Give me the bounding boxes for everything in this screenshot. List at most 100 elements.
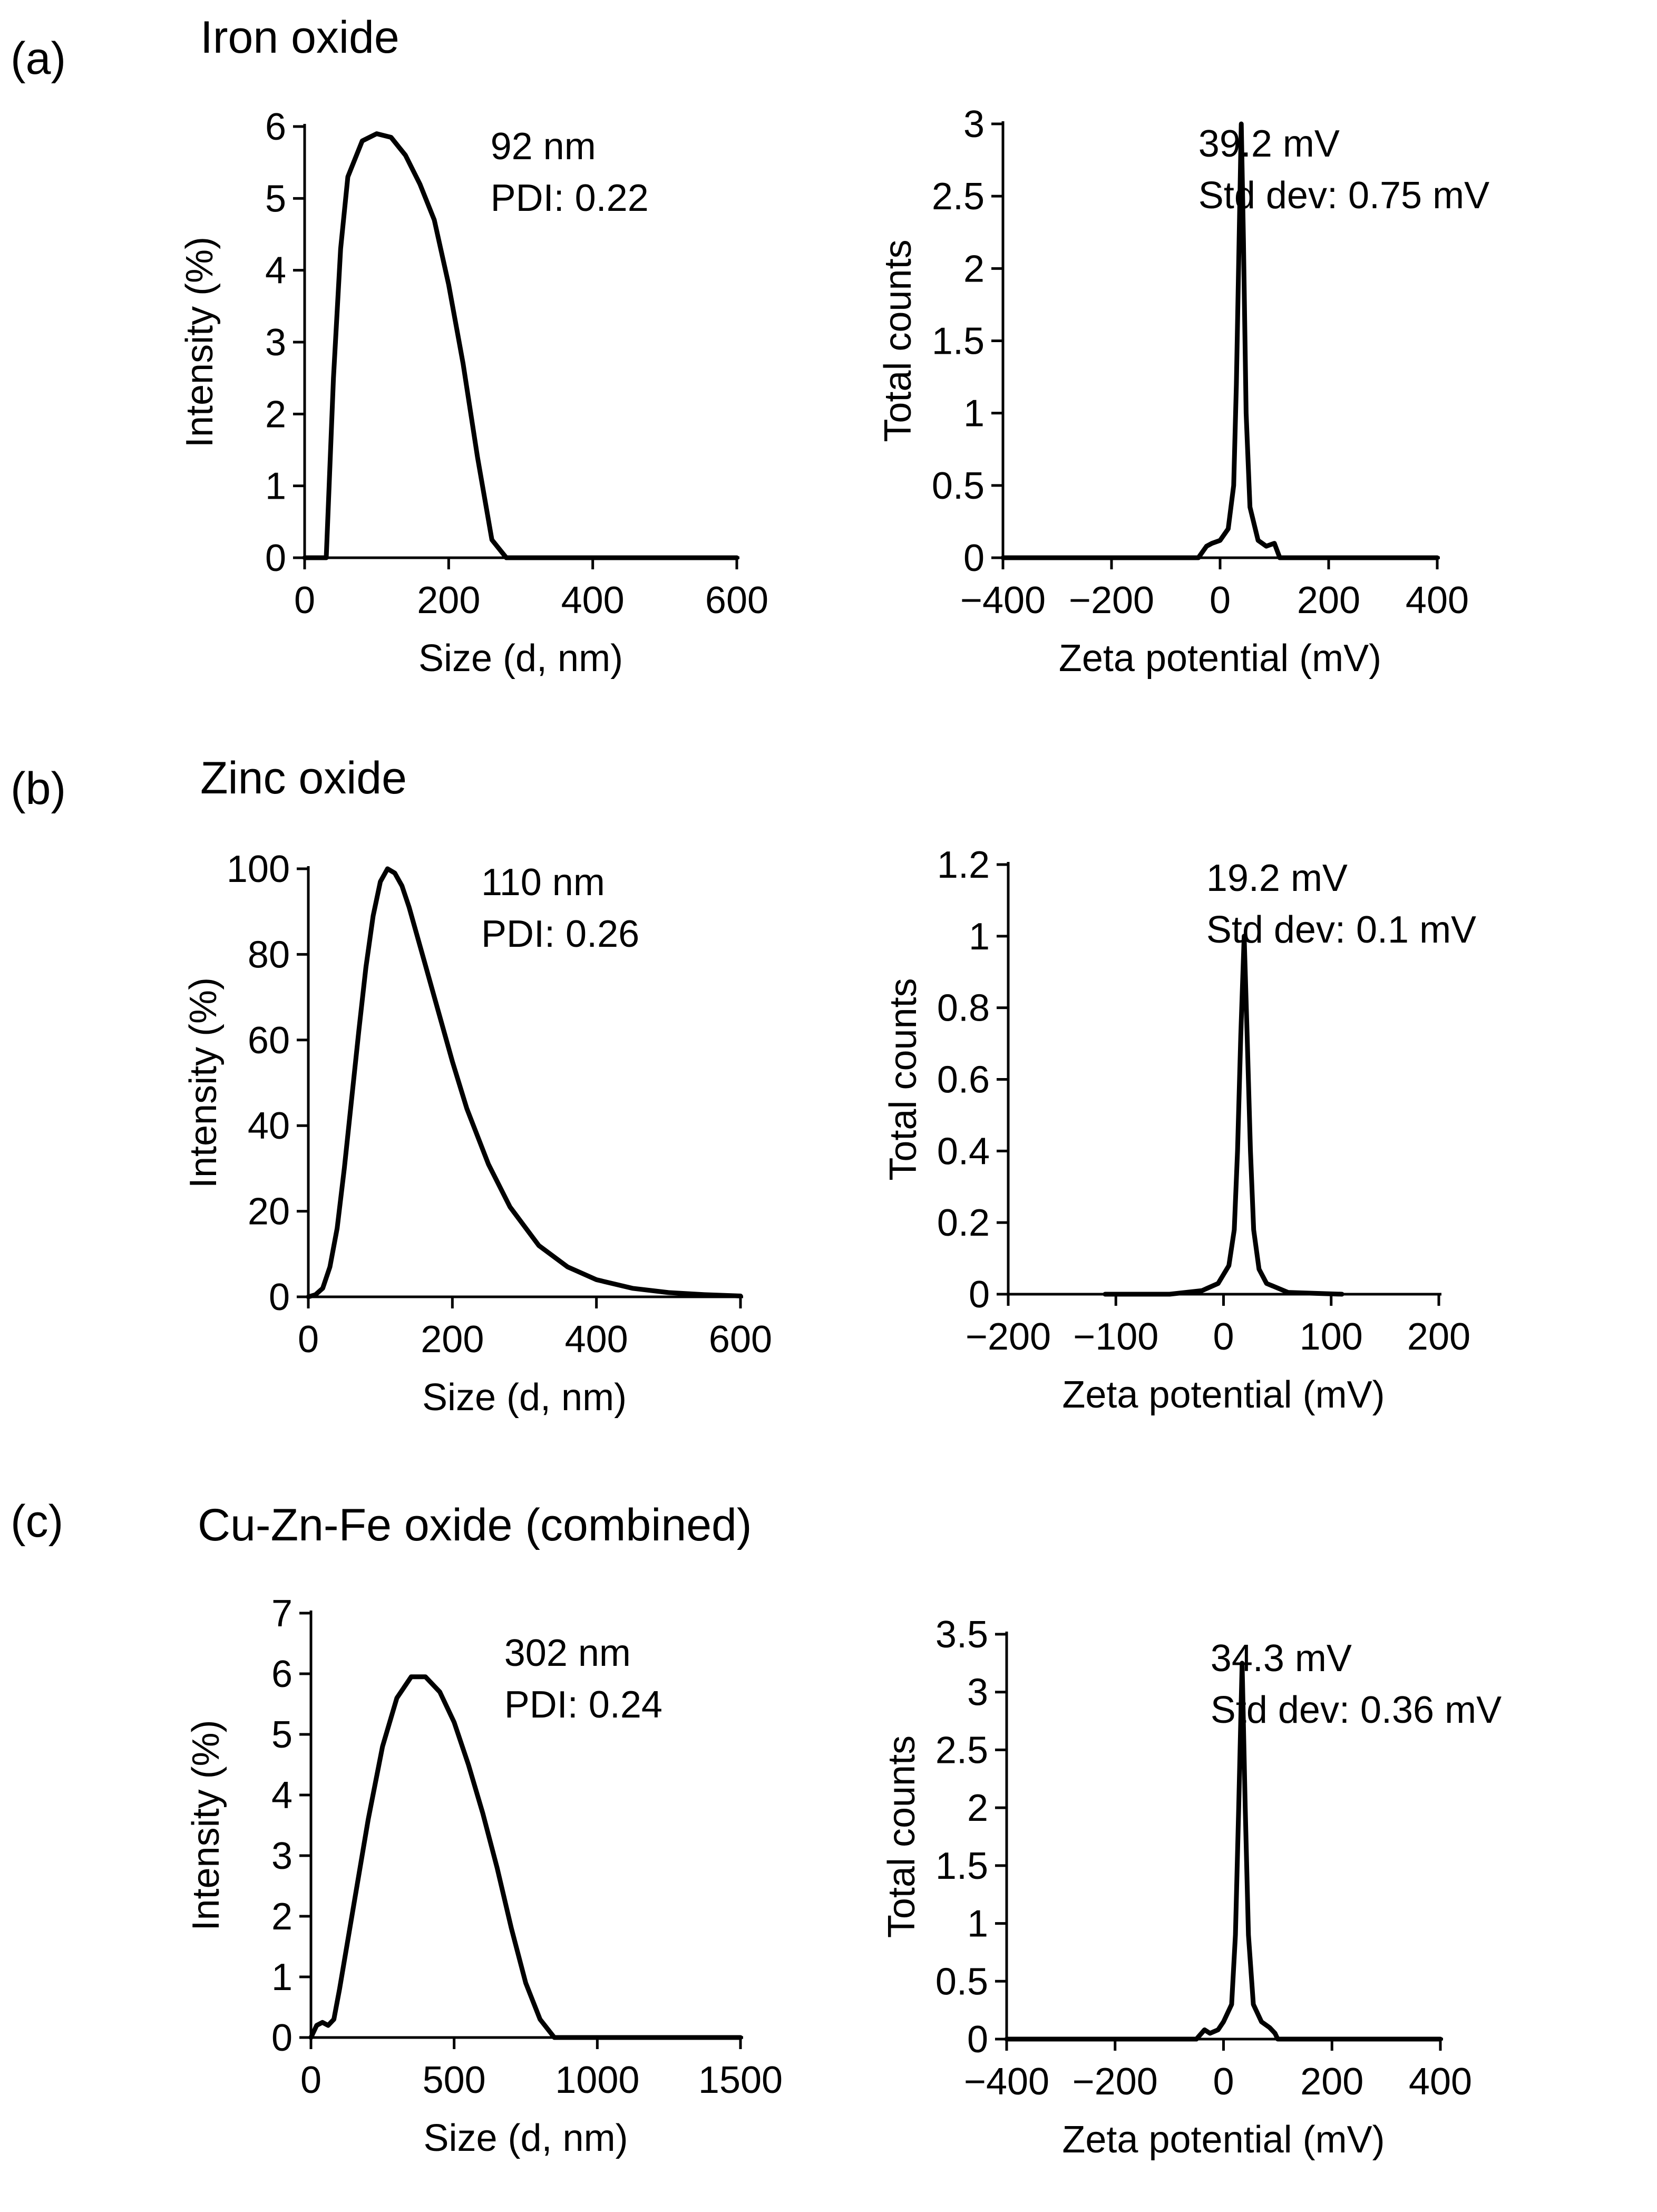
p5-annotation: 34.3 mV — [1211, 1637, 1352, 1680]
p1-ytick-label: 0 — [963, 537, 985, 579]
p1-xtick-label: −400 — [960, 579, 1046, 622]
p4-annotation: PDI: 0.24 — [504, 1684, 662, 1726]
p0-annotation: 92 nm — [491, 125, 596, 168]
p5-ytick-label: 1 — [967, 1903, 988, 1945]
p5-xtick-label: 0 — [1213, 2061, 1234, 2103]
p0-ytick-label: 5 — [265, 178, 286, 220]
p4-ytick-label: 1 — [271, 1956, 293, 1998]
p4-xtick-label: 1500 — [698, 2059, 783, 2101]
p0-xtick-label: 400 — [561, 579, 625, 622]
p5-xlabel: Zeta potential (mV) — [1062, 2119, 1385, 2161]
p4-annotation: 302 nm — [504, 1632, 631, 1674]
p1-xtick-label: 400 — [1406, 579, 1469, 622]
p5-ytick-label: 3.5 — [935, 1614, 988, 1656]
p4-xtick-label: 0 — [300, 2059, 321, 2101]
p5-ytick-label: 0 — [967, 2019, 988, 2061]
plot-b-zeta: 0 0.2 0.4 0.6 0.8 1 1.2 −200 −100 0 100 200 Zeta pot… — [882, 844, 1476, 1416]
panel-title-a: Iron oxide — [200, 12, 399, 63]
p3-xtick-label: 0 — [1213, 1316, 1234, 1358]
p1-xtick-label: 200 — [1297, 579, 1360, 622]
p3-ytick-label: 0.4 — [937, 1130, 990, 1172]
p1-annotation: 39.2 mV — [1198, 123, 1340, 165]
panel-label-c: (c) — [11, 1496, 63, 1547]
p5-ytick-label: 3 — [967, 1672, 988, 1714]
p5-xtick-label: −200 — [1073, 2061, 1158, 2103]
plot-a-zeta: 0 0.5 1 1.5 2 2.5 3 −400 −200 0 200 400 Zeta potenti… — [877, 103, 1489, 680]
p2-xtick-label: 200 — [421, 1318, 484, 1361]
p4-ytick-label: 4 — [271, 1774, 293, 1817]
p1-ytick-label: 1.5 — [932, 321, 985, 363]
p1-xtick-label: −200 — [1069, 579, 1154, 622]
p3-ylabel: Total counts — [882, 978, 924, 1180]
p2-xtick-label: 400 — [565, 1318, 628, 1361]
p1-xtick-label: 0 — [1210, 579, 1231, 622]
panel-label-a: (a) — [11, 33, 66, 84]
p1-ytick-label: 1 — [963, 393, 985, 435]
p2-xlabel: Size (d, nm) — [422, 1376, 627, 1419]
p3-ytick-label: 0.2 — [937, 1202, 990, 1244]
p2-ytick-label: 40 — [248, 1105, 290, 1147]
p2-xtick-label: 0 — [298, 1318, 319, 1361]
p5-ylabel: Total counts — [881, 1735, 923, 1938]
p3-ytick-label: 1 — [969, 916, 990, 958]
p3-ytick-label: 0.6 — [937, 1059, 990, 1101]
p0-ylabel: Intensity (%) — [179, 237, 221, 448]
p3-xtick-label: −200 — [966, 1316, 1051, 1358]
p0-annotation: PDI: 0.22 — [491, 177, 649, 219]
p3-ytick-label: 0.8 — [937, 987, 990, 1030]
p5-annotation: Std dev: 0.36 mV — [1211, 1689, 1502, 1731]
p3-ytick-label: 1.2 — [937, 844, 990, 886]
plot-c-zeta: 0 0.5 1 1.5 2 2.5 3 3.5 −400 −200 0 200 400 Zeta pote… — [881, 1614, 1502, 2161]
p3-xtick-label: −100 — [1073, 1316, 1158, 1358]
p4-ytick-label: 3 — [271, 1835, 293, 1877]
figure: (a) Iron oxide (b) Zinc oxide (c) Cu-Zn-… — [0, 0, 1657, 2212]
plot-c-size: 0 1 2 3 4 5 6 7 0 500 1000 1500 Size (d, nm) Intensit… — [185, 1593, 783, 2159]
plot-b-size: 0 20 40 60 80 100 0 200 400 600 Size (d, nm) Intens… — [182, 848, 772, 1419]
p4-xlabel: Size (d, nm) — [423, 2117, 628, 2159]
p2-ytick-label: 20 — [248, 1191, 290, 1233]
p5-ytick-label: 1.5 — [935, 1845, 988, 1887]
p3-xlabel: Zeta potential (mV) — [1062, 1374, 1385, 1416]
p2-ytick-label: 80 — [248, 934, 290, 976]
p3-ytick-label: 0 — [969, 1274, 990, 1316]
p4-data-line — [311, 1677, 740, 2038]
p2-ytick-label: 100 — [227, 848, 290, 890]
p2-xtick-label: 600 — [709, 1318, 772, 1361]
p5-xtick-label: −400 — [964, 2061, 1049, 2103]
p4-ytick-label: 6 — [271, 1653, 293, 1695]
panel-title-b: Zinc oxide — [200, 753, 407, 803]
p1-ytick-label: 2 — [963, 248, 985, 290]
p3-xtick-label: 100 — [1300, 1316, 1363, 1358]
p3-annotation: 19.2 mV — [1206, 857, 1348, 899]
p1-ytick-label: 3 — [963, 103, 985, 145]
p0-xlabel: Size (d, nm) — [418, 637, 623, 680]
p3-annotation: Std dev: 0.1 mV — [1206, 909, 1476, 951]
p1-annotation: Std dev: 0.75 mV — [1198, 174, 1489, 217]
p0-ytick-label: 4 — [265, 250, 286, 292]
p3-xtick-label: 200 — [1407, 1316, 1470, 1358]
p4-ytick-label: 2 — [271, 1896, 293, 1938]
p5-xtick-label: 400 — [1409, 2061, 1472, 2103]
p4-ylabel: Intensity (%) — [185, 1720, 227, 1930]
p0-ytick-label: 6 — [265, 106, 286, 148]
p0-xtick-label: 0 — [294, 579, 315, 622]
p3-data-line — [1105, 936, 1342, 1294]
p0-ytick-label: 1 — [265, 465, 286, 508]
p0-ytick-label: 3 — [265, 322, 286, 364]
p4-ytick-label: 7 — [271, 1593, 293, 1635]
p0-ytick-label: 0 — [265, 537, 286, 579]
p1-ytick-label: 2.5 — [932, 176, 985, 218]
p4-ytick-label: 5 — [271, 1714, 293, 1756]
panel-title-c: Cu-Zn-Fe oxide (combined) — [198, 1500, 752, 1550]
p2-annotation: PDI: 0.26 — [481, 913, 639, 955]
p1-ylabel: Total counts — [877, 239, 919, 442]
p1-xlabel: Zeta potential (mV) — [1059, 637, 1381, 680]
p0-xtick-label: 600 — [705, 579, 768, 622]
p0-xtick-label: 200 — [417, 579, 480, 622]
p5-ytick-label: 2.5 — [935, 1729, 988, 1771]
p0-ytick-label: 2 — [265, 393, 286, 435]
plot-a-size: 0 1 2 3 4 5 6 0 200 400 600 Size (d, nm) Intensity (… — [179, 106, 768, 680]
p2-ylabel: Intensity (%) — [182, 977, 225, 1188]
p5-ytick-label: 2 — [967, 1787, 988, 1829]
p4-ytick-label: 0 — [271, 2017, 293, 2059]
